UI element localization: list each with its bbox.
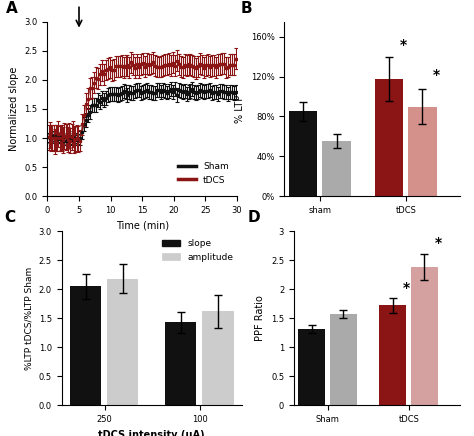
Bar — [408, 106, 437, 196]
Bar — [298, 329, 325, 405]
Bar — [289, 112, 317, 196]
Bar — [330, 313, 357, 405]
Text: D: D — [247, 210, 260, 225]
Text: C: C — [4, 210, 15, 225]
Text: *: * — [402, 281, 410, 295]
Text: *: * — [434, 236, 441, 250]
Bar — [165, 322, 196, 405]
Y-axis label: % LTP: % LTP — [235, 95, 245, 123]
Bar — [411, 267, 438, 405]
Y-axis label: %LTP tDCS/%LTP Sham: %LTP tDCS/%LTP Sham — [24, 267, 33, 370]
Bar — [107, 279, 138, 405]
Bar — [202, 311, 234, 405]
X-axis label: tDCS intensity (μA): tDCS intensity (μA) — [99, 430, 205, 436]
Y-axis label: PPF Ratio: PPF Ratio — [255, 295, 265, 341]
Bar — [322, 141, 351, 196]
Legend: Sham, tDCS: Sham, tDCS — [174, 158, 232, 188]
Text: B: B — [240, 1, 252, 16]
Bar — [375, 78, 403, 196]
Text: *: * — [400, 37, 407, 52]
X-axis label: Time (min): Time (min) — [116, 221, 169, 231]
Text: *: * — [433, 68, 440, 82]
Bar — [379, 306, 406, 405]
Y-axis label: Normalized slope: Normalized slope — [9, 67, 19, 151]
Legend: slope, amplitude: slope, amplitude — [159, 235, 237, 266]
Bar — [70, 286, 101, 405]
Text: A: A — [6, 1, 18, 16]
